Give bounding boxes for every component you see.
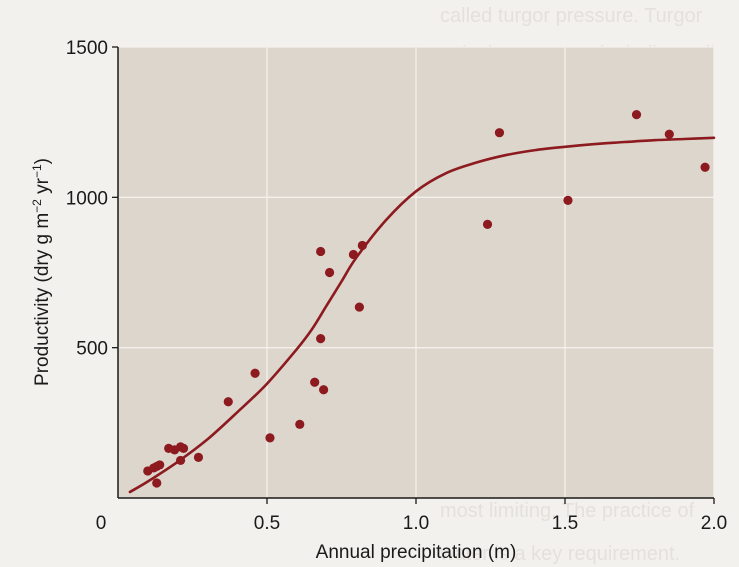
data-point bbox=[354, 302, 364, 312]
svg-text:called turgor pressure. Turgor: called turgor pressure. Turgor bbox=[440, 5, 703, 27]
data-point bbox=[310, 377, 320, 387]
data-point bbox=[563, 195, 573, 205]
data-point bbox=[494, 128, 505, 138]
data-point bbox=[178, 443, 189, 453]
x-tick-label: 1.0 bbox=[403, 513, 429, 534]
data-point bbox=[348, 249, 359, 260]
x-tick-label: 0.5 bbox=[254, 513, 280, 534]
y-axis-title-suffix: ) bbox=[32, 158, 53, 164]
gridlines bbox=[118, 46, 715, 498]
data-point bbox=[155, 460, 165, 470]
y-axis-title-mid: yr bbox=[32, 177, 53, 199]
fit-curve bbox=[128, 136, 716, 494]
y-tick-label: 1500 bbox=[66, 38, 108, 59]
data-point bbox=[223, 397, 233, 407]
y-axis-ticks: 500 1000 1500 bbox=[66, 38, 118, 360]
x-tick-label: 2.0 bbox=[701, 513, 727, 534]
x-axis-ticks: 0.5 1.0 1.5 2.0 bbox=[254, 498, 727, 534]
data-point bbox=[316, 334, 326, 344]
origin-zero-label: 0 bbox=[96, 513, 107, 534]
y-axis-title-prefix: Productivity (dry g m bbox=[32, 213, 53, 386]
y-tick-label: 1000 bbox=[66, 188, 108, 209]
data-point bbox=[700, 162, 710, 172]
x-axis-title: Annual precipitation (m) bbox=[316, 542, 517, 563]
data-point bbox=[482, 219, 493, 229]
data-point bbox=[193, 452, 204, 463]
data-point bbox=[316, 246, 326, 257]
y-axis-title-exp1: −2 bbox=[30, 199, 44, 213]
svg-text:water is a key requirement.: water is a key requirement. bbox=[439, 543, 680, 565]
data-point bbox=[265, 433, 275, 443]
svg-text:most limiting. The practice of: most limiting. The practice of bbox=[440, 500, 695, 522]
x-tick-label: 1.5 bbox=[552, 513, 578, 534]
data-point bbox=[250, 368, 260, 378]
y-axis-title: Productivity (dry g m−2 yr−1) bbox=[30, 158, 53, 386]
data-point bbox=[357, 240, 367, 251]
data-point bbox=[175, 455, 186, 466]
data-point bbox=[152, 478, 162, 488]
data-point bbox=[319, 385, 329, 395]
y-axis-title-exp2: −1 bbox=[30, 164, 44, 178]
data-points bbox=[143, 110, 710, 488]
y-tick-label: 500 bbox=[76, 339, 108, 360]
data-point bbox=[664, 129, 674, 139]
data-point bbox=[295, 419, 305, 429]
data-point bbox=[324, 267, 335, 278]
data-point bbox=[631, 110, 642, 120]
